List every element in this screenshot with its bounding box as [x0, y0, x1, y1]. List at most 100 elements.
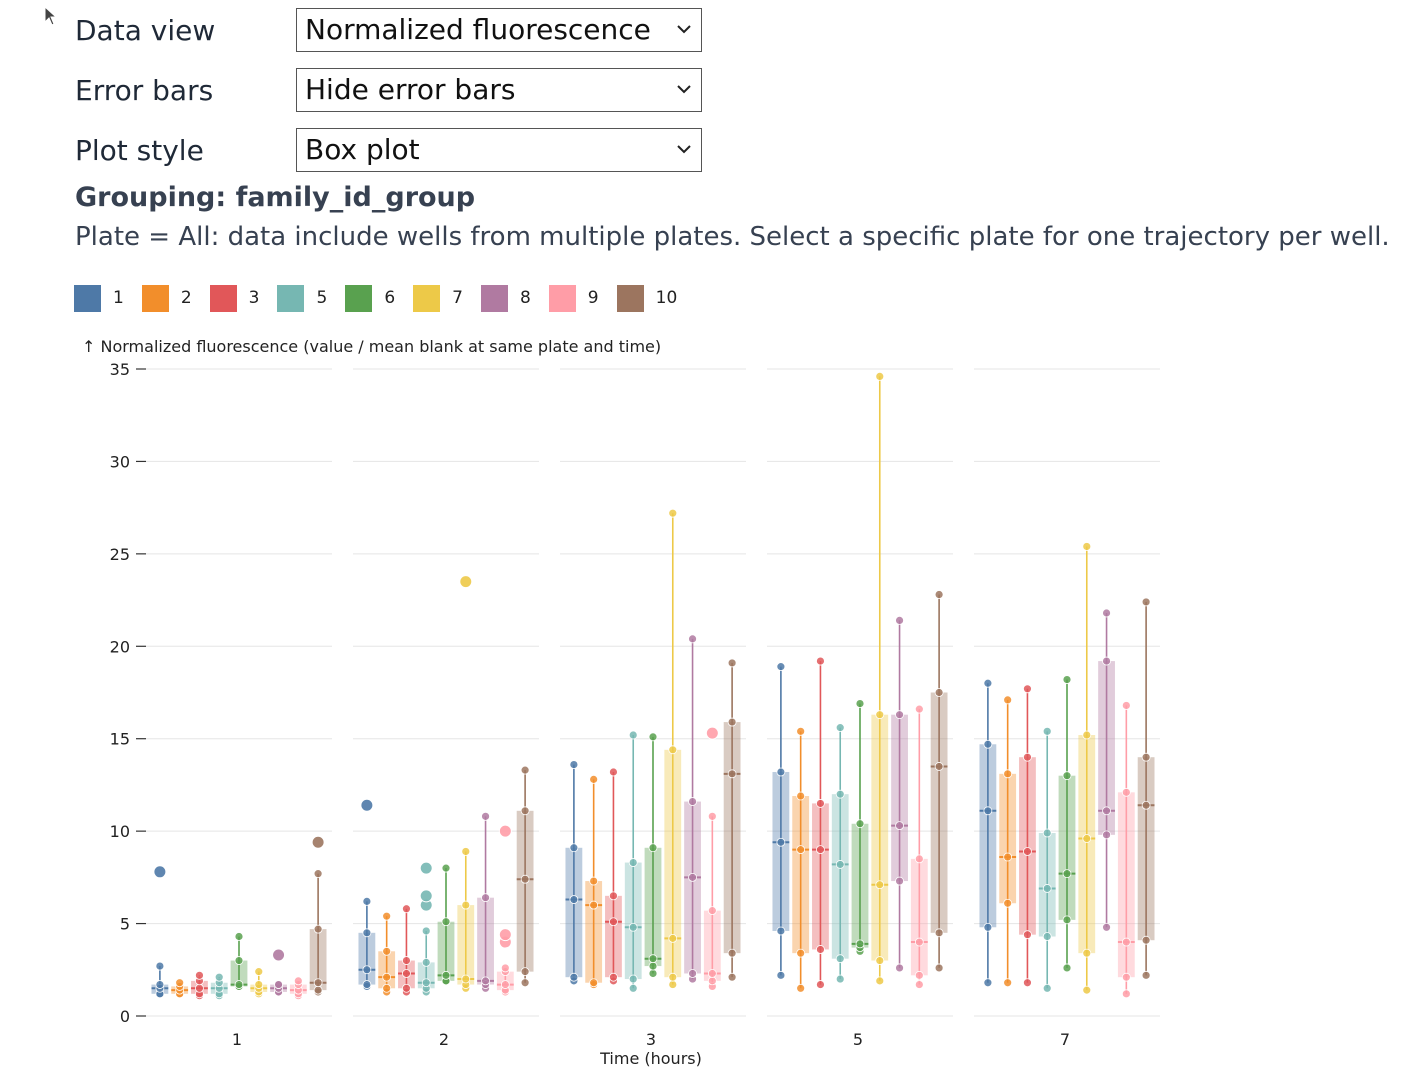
data-point — [569, 843, 579, 853]
data-point — [402, 969, 411, 978]
data-point — [461, 847, 471, 856]
data-point — [816, 980, 825, 989]
box-2-7 — [457, 575, 475, 993]
data-point — [481, 976, 490, 986]
data-point — [1141, 970, 1151, 980]
box-2-1 — [358, 798, 376, 991]
error-bars-select[interactable]: Hide error bars — [296, 68, 702, 112]
facet-panel-5 — [767, 368, 953, 1017]
data-point — [520, 978, 530, 988]
plot-style-label: Plot style — [75, 134, 204, 167]
data-point — [293, 976, 303, 986]
data-point — [875, 976, 885, 986]
legend-label-3: 3 — [248, 288, 260, 308]
data-point — [520, 765, 530, 775]
data-point — [441, 863, 451, 873]
data-point — [1042, 884, 1052, 893]
data-point — [816, 656, 825, 666]
data-point — [1023, 684, 1032, 694]
data-point — [983, 806, 993, 816]
data-point — [648, 843, 658, 853]
data-point — [668, 972, 678, 982]
box-3-8 — [684, 634, 701, 984]
data-point — [500, 963, 510, 973]
data-point — [1141, 752, 1151, 762]
data-point — [569, 895, 579, 904]
data-point — [648, 969, 658, 978]
box-5-3 — [812, 656, 829, 989]
outlier-point — [360, 798, 374, 812]
data-point — [520, 967, 530, 977]
data-point — [313, 924, 323, 934]
data-point — [983, 739, 993, 749]
legend-swatch-1 — [74, 284, 101, 312]
data-point — [628, 858, 638, 867]
data-point — [727, 948, 737, 958]
data-point — [776, 926, 786, 936]
box-1-2 — [171, 978, 189, 999]
data-point — [855, 699, 865, 708]
data-point — [688, 634, 697, 644]
data-point — [1082, 542, 1092, 551]
legend-swatch-10 — [616, 284, 644, 312]
data-point — [727, 972, 737, 982]
data-point — [855, 819, 865, 829]
data-point — [609, 917, 618, 927]
legend-label-8: 8 — [519, 288, 531, 308]
data-view-select[interactable]: Normalized fluorescence — [296, 8, 702, 52]
box-1-1 — [151, 865, 169, 999]
data-point — [688, 872, 697, 882]
data-point — [175, 978, 185, 988]
legend-item-8: 8 — [480, 284, 531, 312]
data-point — [914, 854, 924, 864]
data-point — [609, 767, 618, 777]
data-point — [254, 967, 264, 977]
data-point — [776, 767, 786, 777]
outlier-point — [459, 575, 473, 589]
data-point — [895, 616, 904, 625]
legend-label-1: 1 — [113, 288, 124, 308]
box-2-9 — [496, 824, 514, 997]
data-point — [934, 688, 944, 697]
data-point — [402, 983, 411, 993]
data-point — [895, 710, 904, 720]
data-point — [1082, 985, 1092, 995]
data-point — [776, 837, 786, 847]
data-point — [589, 978, 599, 988]
data-point — [1003, 978, 1013, 988]
data-point — [461, 900, 471, 910]
data-point — [648, 961, 658, 971]
box-1-5 — [210, 972, 228, 1001]
data-point — [441, 917, 451, 927]
data-point — [1042, 932, 1052, 941]
legend-swatch-9 — [548, 284, 576, 312]
legend-label-2: 2 — [180, 288, 192, 308]
box-1-7 — [250, 967, 268, 999]
data-point — [1141, 597, 1151, 607]
facet-panel-2 — [353, 368, 539, 1017]
box-7-7 — [1078, 542, 1096, 995]
box-3-5 — [624, 730, 642, 993]
legend-swatch-2 — [141, 284, 169, 312]
data-point — [1003, 695, 1013, 705]
plot-style-select[interactable]: Box plot — [296, 128, 702, 172]
data-point — [895, 821, 904, 830]
data-point — [382, 946, 392, 956]
data-point — [895, 963, 904, 973]
data-point — [628, 974, 638, 984]
data-point — [776, 970, 786, 980]
box-7-2 — [999, 695, 1017, 988]
data-point — [648, 954, 658, 964]
x-tick-label-7: 7 — [1060, 1030, 1070, 1049]
data-point — [816, 799, 825, 808]
data-point — [1102, 608, 1111, 618]
data-point — [776, 662, 786, 672]
box-3-3 — [605, 767, 622, 986]
box-5-7 — [871, 371, 889, 986]
facet-panel-7 — [974, 368, 1160, 1017]
data-point — [628, 730, 638, 740]
data-point — [934, 963, 944, 973]
data-point — [816, 945, 825, 954]
data-point — [234, 932, 244, 941]
data-point — [914, 704, 924, 714]
